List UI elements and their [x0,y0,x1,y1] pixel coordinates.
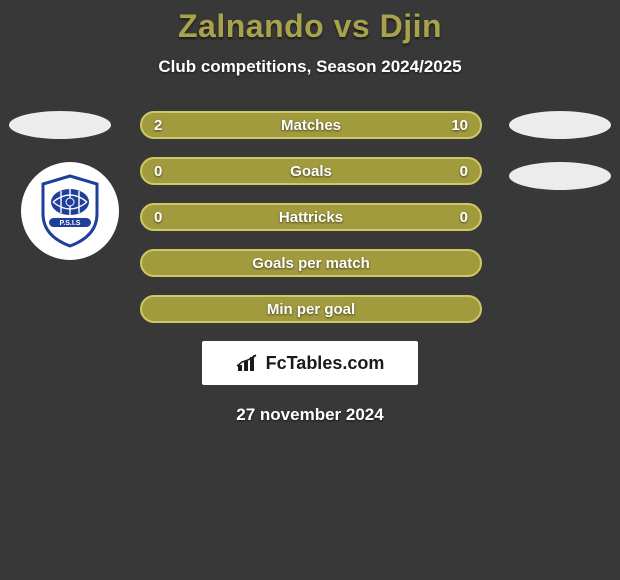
stat-bar-goals: 0 Goals 0 [140,157,482,185]
stat-label: Goals [290,163,332,180]
club-crest-icon: P.S.I.S [39,174,101,248]
stat-label: Hattricks [279,209,343,226]
player-avatar-right-1 [509,111,611,139]
club-badge: P.S.I.S [21,162,119,260]
stat-right-value: 0 [460,163,468,180]
comparison-area: P.S.I.S 2 Matches 10 0 Goals 0 0 Hattric… [0,111,620,425]
stat-left-value: 0 [154,209,162,226]
stat-label: Min per goal [267,301,355,318]
stat-bars: 2 Matches 10 0 Goals 0 0 Hattricks 0 Goa… [140,111,482,323]
page-title: Zalnando vs Djin [0,0,620,45]
stat-label: Matches [281,117,341,134]
source-logo: FcTables.com [202,341,418,385]
logo-text: FcTables.com [266,353,385,374]
bar-chart-icon [236,353,262,373]
player-avatar-right-2 [509,162,611,190]
stat-left-value: 2 [154,117,162,134]
page-subtitle: Club competitions, Season 2024/2025 [0,57,620,77]
stat-bar-min-per-goal: Min per goal [140,295,482,323]
stat-left-value: 0 [154,163,162,180]
player-avatar-left [9,111,111,139]
stat-right-value: 10 [451,117,468,134]
stat-bar-hattricks: 0 Hattricks 0 [140,203,482,231]
stat-label: Goals per match [252,255,370,272]
svg-text:P.S.I.S: P.S.I.S [60,220,81,227]
date-text: 27 november 2024 [0,405,620,425]
stat-bar-matches: 2 Matches 10 [140,111,482,139]
stat-right-value: 0 [460,209,468,226]
stat-bar-goals-per-match: Goals per match [140,249,482,277]
